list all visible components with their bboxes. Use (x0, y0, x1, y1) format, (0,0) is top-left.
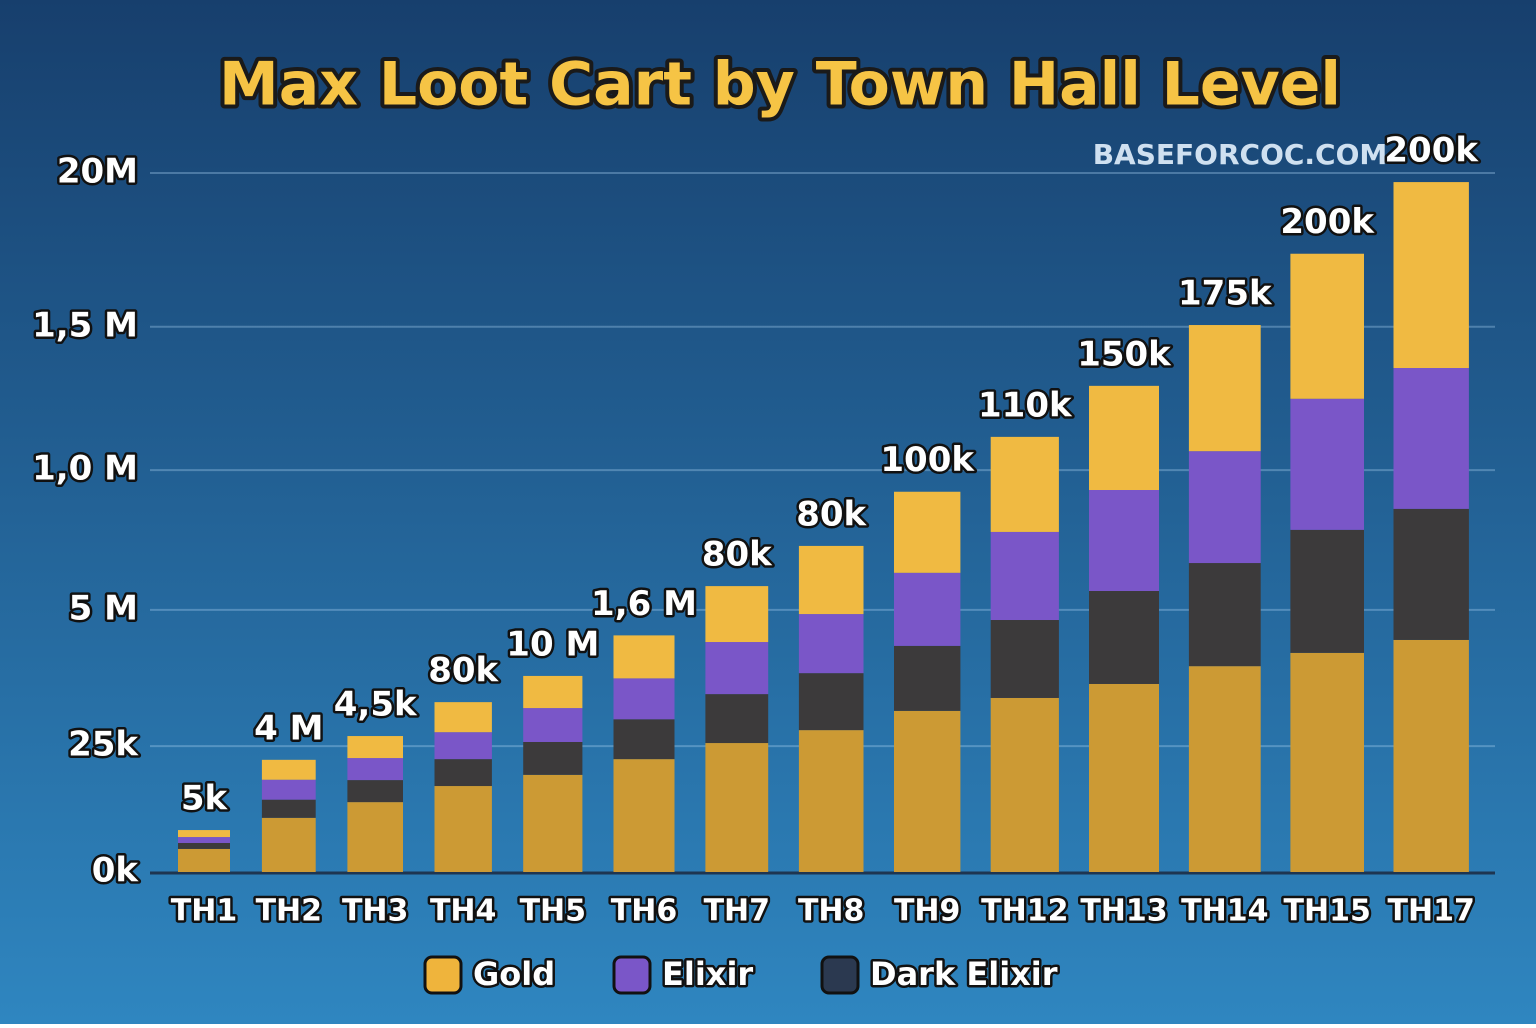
legend-swatch (612, 955, 652, 995)
bar-label: 200k (1384, 131, 1479, 171)
bar-segment (1393, 182, 1469, 369)
bar-segment (1290, 253, 1364, 399)
bar-segment (613, 719, 675, 760)
y-tick-label: 1,0 M (32, 449, 138, 489)
bar-segment (523, 675, 583, 709)
x-tick-label: TH1 (171, 894, 237, 929)
bar-segment (1393, 508, 1469, 640)
bar-segment (261, 799, 316, 818)
watermark: BASEFORCOC.COM (1093, 138, 1388, 171)
y-tick-label: 20M (57, 152, 138, 192)
bar-label: 80k (796, 494, 867, 534)
bar-segment (261, 817, 316, 872)
x-tick-label: TH14 (1181, 894, 1268, 929)
bar-segment (1089, 489, 1159, 592)
bar-segment (347, 780, 403, 803)
x-tick-label: TH13 (1080, 894, 1167, 929)
bar-segment (1089, 385, 1159, 490)
bar-label: 100k (880, 440, 975, 480)
bar-segment (613, 635, 675, 679)
bar-segment (434, 759, 492, 787)
bar-segment (990, 697, 1059, 872)
y-tick-label: 5 M (69, 588, 138, 628)
bar-segment (990, 531, 1059, 621)
bar-label: 150k (1077, 334, 1172, 374)
bar-segment (178, 848, 230, 872)
x-tick-label: TH7 (704, 894, 770, 929)
x-tick-label: TH8 (798, 894, 864, 929)
bar-segment (434, 786, 492, 872)
bar-segment (613, 678, 675, 720)
bar-label: 5k (181, 779, 229, 819)
x-tick-label: TH2 (256, 894, 322, 929)
bar-segment (705, 642, 769, 695)
x-tick-label: TH6 (611, 894, 677, 929)
bar-segment (1290, 529, 1364, 653)
legend-swatch (820, 955, 860, 995)
bar-label: 80k (428, 651, 499, 691)
legend-swatch (423, 955, 463, 995)
bar-segment (613, 759, 675, 872)
bar-label: 4 M (254, 708, 323, 748)
bar-segment (1188, 666, 1261, 872)
bar-segment (1290, 398, 1364, 530)
bar-segment (1393, 368, 1469, 509)
legend-label: Gold (473, 955, 555, 993)
bar-label: 4,5k (334, 685, 418, 725)
bar-segment (1188, 451, 1261, 564)
bar-segment (1188, 563, 1261, 667)
bar-segment (798, 614, 864, 674)
y-tick-label: 0k (92, 851, 140, 891)
bar-segment (1290, 652, 1364, 872)
bar-segment (261, 779, 316, 800)
bar-segment (990, 620, 1059, 698)
bar-segment (178, 830, 230, 838)
x-tick-label: TH4 (430, 894, 496, 929)
bar-segment (347, 758, 403, 781)
bar-segment (434, 732, 492, 760)
bar-segment (178, 837, 230, 843)
bar-segment (894, 710, 961, 872)
bar-segment (347, 736, 403, 759)
bar-segment (347, 802, 403, 872)
bar-label: 200k (1280, 202, 1375, 242)
bar-segment (798, 545, 864, 615)
bar-segment (523, 708, 583, 742)
bar-segment (523, 741, 583, 775)
x-tick-label: TH5 (520, 894, 586, 929)
bar-segment (894, 572, 961, 646)
bar-segment (894, 645, 961, 711)
bar-segment (434, 702, 492, 733)
bar-segment (261, 759, 316, 780)
bar-segment (1089, 683, 1159, 872)
x-tick-label: TH3 (342, 894, 408, 929)
bar-segment (705, 586, 769, 643)
bar-segment (798, 730, 864, 872)
y-tick-label: 25k (68, 725, 139, 765)
bar-segment (178, 842, 230, 849)
bar-segment (990, 436, 1059, 532)
bar-label: 10 M (506, 624, 599, 664)
legend-label: Elixir (662, 955, 753, 993)
x-tick-label: TH17 (1388, 894, 1475, 929)
bar-label: 1,6 M (591, 584, 697, 624)
bar-segment (1393, 639, 1469, 872)
bar-label: 80k (702, 535, 773, 575)
bar-segment (798, 673, 864, 731)
x-tick-label: TH9 (894, 894, 960, 929)
x-tick-label: TH12 (981, 894, 1068, 929)
bar-segment (1188, 325, 1261, 452)
bar-label: 175k (1178, 274, 1273, 314)
x-tick-label: TH15 (1284, 894, 1371, 929)
y-tick-label: 1,5 M (32, 305, 138, 345)
bar-segment (705, 743, 769, 872)
legend-label: Dark Elixir (870, 955, 1058, 993)
bar-segment (1089, 591, 1159, 684)
chart-title: Max Loot Cart by Town Hall Level (219, 50, 1341, 120)
bar-label: 110k (978, 385, 1073, 425)
bar-segment (705, 694, 769, 744)
bar-segment (523, 774, 583, 872)
bar-segment (894, 491, 961, 573)
